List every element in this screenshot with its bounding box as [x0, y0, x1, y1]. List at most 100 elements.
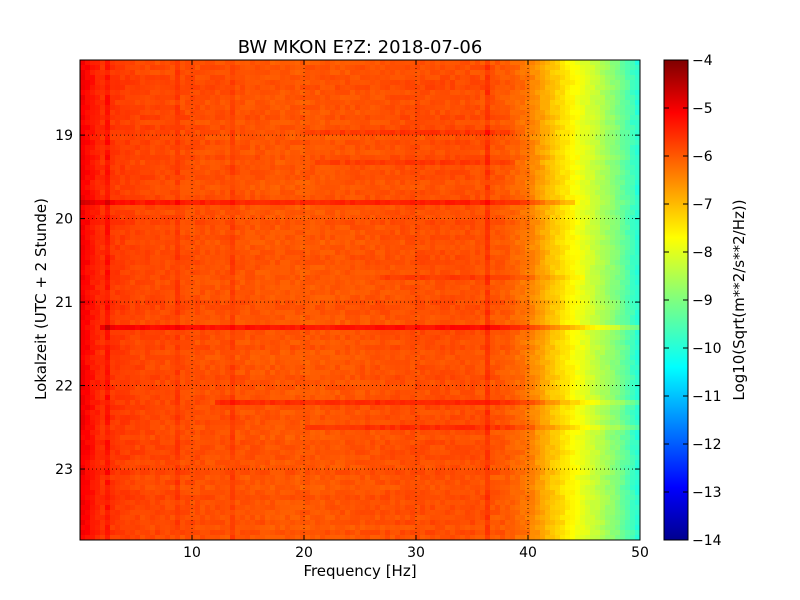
heatmap-cell: [470, 90, 476, 96]
heatmap-cell: [235, 265, 241, 271]
heatmap-cell: [620, 180, 626, 186]
heatmap-cell: [620, 75, 626, 81]
heatmap-cell: [185, 205, 191, 211]
heatmap-cell: [275, 265, 281, 271]
heatmap-cell: [330, 270, 336, 276]
heatmap-cell: [135, 190, 141, 196]
heatmap-cell: [485, 180, 491, 186]
heatmap-cell: [330, 140, 336, 146]
heatmap-cell: [415, 80, 421, 86]
heatmap-cell: [550, 95, 556, 101]
heatmap-cell: [225, 185, 231, 191]
heatmap-cell: [125, 270, 131, 276]
heatmap-cell: [155, 165, 161, 171]
heatmap-cell: [210, 115, 216, 121]
heatmap-cell: [295, 160, 301, 166]
heatmap-cell: [170, 85, 176, 91]
heatmap-cell: [150, 60, 156, 66]
heatmap-cell: [520, 125, 526, 131]
heatmap-cell: [85, 70, 91, 76]
heatmap-cell: [560, 75, 566, 81]
heatmap-cell: [595, 160, 601, 166]
heatmap-cell: [605, 175, 611, 181]
heatmap-cell: [135, 250, 141, 256]
heatmap-cell: [350, 60, 356, 66]
heatmap-cell: [635, 130, 640, 136]
heatmap-cell: [185, 195, 191, 201]
heatmap-cell: [275, 175, 281, 181]
heatmap-cell: [370, 125, 376, 131]
heatmap-cell: [500, 250, 506, 256]
heatmap-cell: [315, 225, 321, 231]
heatmap-cell: [300, 190, 306, 196]
heatmap-cell: [440, 105, 446, 111]
heatmap-cell: [605, 130, 611, 136]
heatmap-cell: [380, 75, 386, 81]
heatmap-cell: [595, 150, 601, 156]
heatmap-cell: [430, 230, 436, 236]
heatmap-cell: [170, 140, 176, 146]
heatmap-cell: [610, 125, 616, 131]
heatmap-cell: [555, 235, 561, 241]
heatmap-cell: [400, 185, 406, 191]
heatmap-cell: [130, 175, 136, 181]
heatmap-cell: [610, 170, 616, 176]
heatmap-cell: [210, 165, 216, 171]
heatmap-cell: [480, 210, 486, 216]
heatmap-cell: [395, 110, 401, 116]
heatmap-cell: [380, 105, 386, 111]
heatmap-cell: [590, 225, 596, 231]
heatmap-cell: [335, 95, 341, 101]
heatmap-cell: [260, 170, 266, 176]
heatmap-cell: [435, 115, 441, 121]
heatmap-cell: [95, 135, 101, 141]
heatmap-cell: [635, 185, 640, 191]
heatmap-cell: [140, 100, 146, 106]
heatmap-cell: [590, 105, 596, 111]
heatmap-cell: [110, 260, 116, 266]
heatmap-cell: [390, 270, 396, 276]
heatmap-cell: [275, 235, 281, 241]
heatmap-cell: [425, 110, 431, 116]
heatmap-cell: [545, 110, 551, 116]
heatmap-cell: [500, 245, 506, 251]
heatmap-cell: [590, 150, 596, 156]
heatmap-cell: [585, 155, 591, 161]
heatmap-cell: [130, 60, 136, 66]
heatmap-cell: [215, 65, 221, 71]
heatmap-cell: [630, 265, 636, 271]
heatmap-cell: [435, 150, 441, 156]
heatmap-cell: [290, 110, 296, 116]
heatmap-cell: [500, 100, 506, 106]
heatmap-cell: [240, 255, 246, 261]
heatmap-cell: [565, 145, 571, 151]
heatmap-cell: [530, 105, 536, 111]
heatmap-cell: [175, 170, 181, 176]
heatmap-cell: [465, 180, 471, 186]
heatmap-cell: [105, 270, 111, 276]
heatmap-cell: [535, 265, 541, 271]
heatmap-cell: [285, 240, 291, 246]
heatmap-cell: [405, 255, 411, 261]
heatmap-cell: [445, 275, 451, 281]
heatmap-cell: [195, 180, 201, 186]
heatmap-cell: [140, 70, 146, 76]
heatmap-cell: [175, 95, 181, 101]
heatmap-cell: [185, 265, 191, 271]
heatmap-cell: [485, 165, 491, 171]
heatmap-cell: [295, 150, 301, 156]
heatmap-cell: [100, 70, 106, 76]
heatmap-cell: [350, 155, 356, 161]
heatmap-cell: [445, 75, 451, 81]
heatmap-cell: [580, 170, 586, 176]
heatmap-cell: [600, 190, 606, 196]
heatmap-cell: [175, 90, 181, 96]
heatmap-cell: [425, 100, 431, 106]
heatmap-cell: [135, 235, 141, 241]
heatmap-cell: [405, 185, 411, 191]
heatmap-cell: [105, 110, 111, 116]
heatmap-cell: [310, 175, 316, 181]
heatmap-cell: [300, 200, 306, 206]
heatmap-cell: [570, 100, 576, 106]
heatmap-cell: [425, 115, 431, 121]
